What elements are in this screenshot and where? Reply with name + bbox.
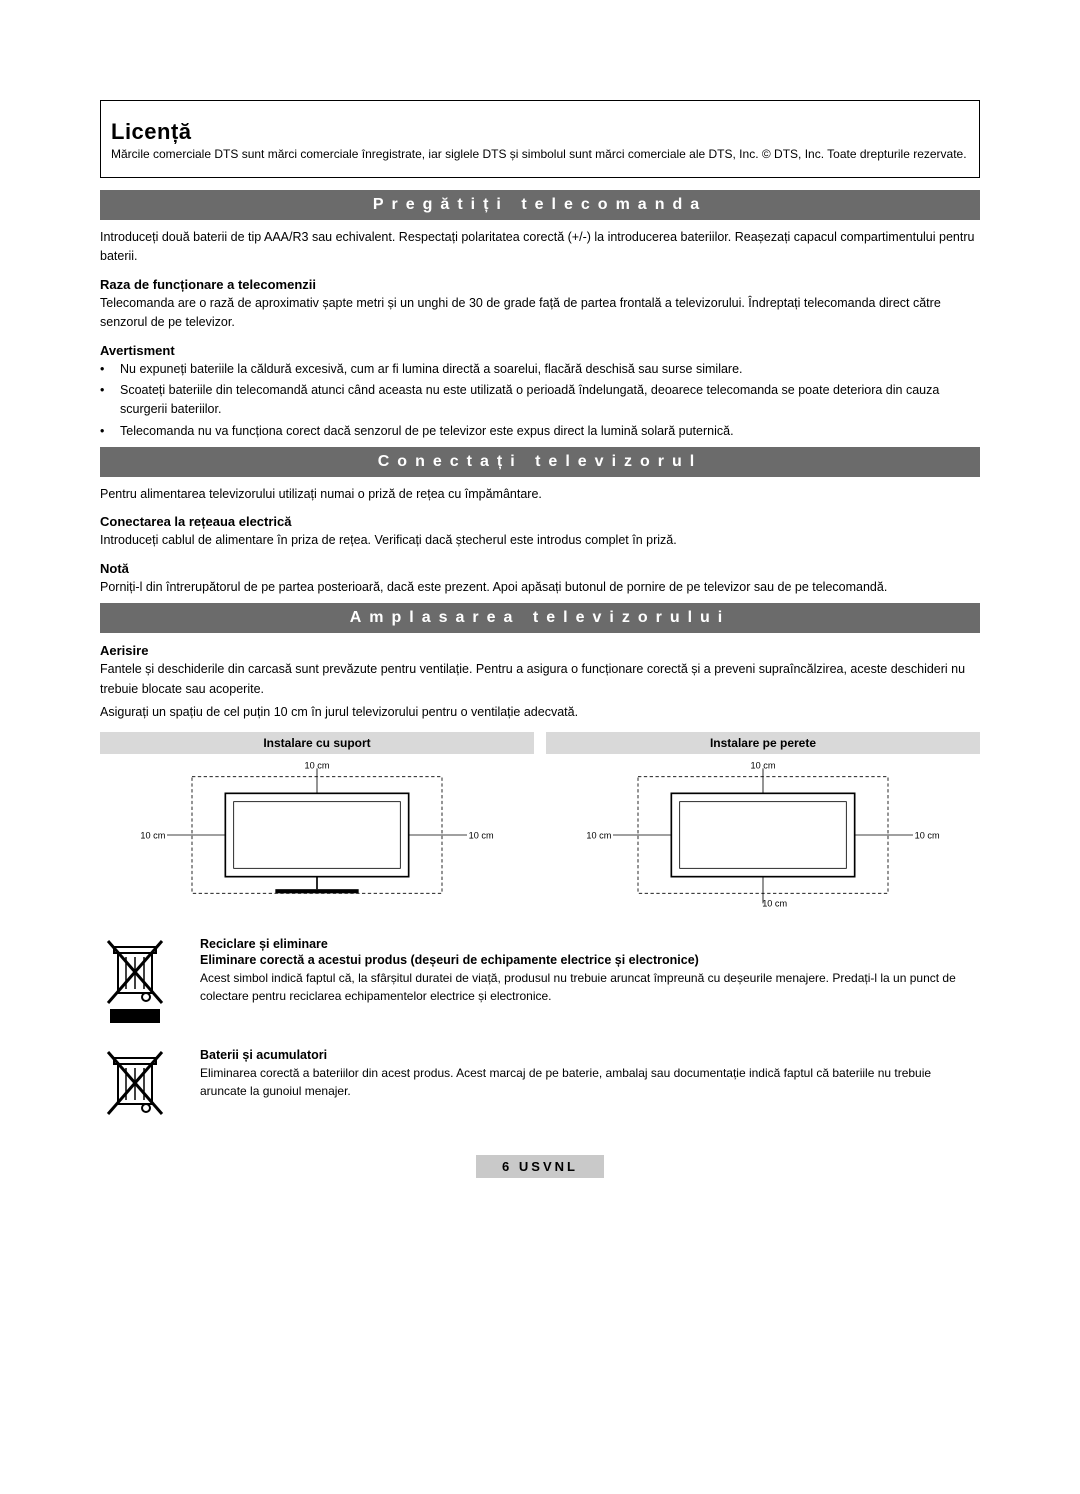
remote-range-heading: Raza de funcționare a telecomenzii [100, 277, 980, 292]
wheelie-bin-crossed-icon [100, 937, 170, 1027]
warn-text: Nu expuneți bateriile la căldură excesiv… [120, 360, 743, 379]
disposal-tv-line1: Eliminare corectă a acestui produs (deșe… [200, 953, 980, 967]
label-top: 10 cm [751, 761, 776, 771]
disposal-batt-block: Baterii și acumulatori Eliminarea corect… [100, 1048, 980, 1121]
remote-range-text: Telecomanda are o rază de aproximativ șa… [100, 294, 980, 333]
label-bottom: 10 cm [762, 899, 787, 909]
label-right: 10 cm [469, 831, 494, 841]
label-left: 10 cm [140, 831, 165, 841]
disposal-batt-title: Baterii și acumulatori [200, 1048, 980, 1062]
warn-bullet: •Telecomanda nu va funcționa corect dacă… [100, 422, 980, 441]
wheelie-bin-crossed-icon [100, 1048, 170, 1118]
diagram-row: Instalare cu suport 10 cm 10 cm [100, 732, 980, 919]
diagram-stand-caption: Instalare cu suport [100, 732, 534, 754]
diagram-wall: Instalare pe perete 10 cm 10 cm 10 cm 10… [546, 732, 980, 919]
vent-heading: Aerisire [100, 643, 980, 658]
label-left: 10 cm [586, 831, 611, 841]
remote-lead: Introduceți două baterii de tip AAA/R3 s… [100, 228, 980, 267]
warn-bullet: •Scoateți bateriile din telecomandă atun… [100, 381, 980, 420]
connect-note-text: Porniți-l din întrerupătorul de pe parte… [100, 578, 980, 597]
remote-warn-heading: Avertisment [100, 343, 980, 358]
diagram-stand: Instalare cu suport 10 cm 10 cm [100, 732, 534, 919]
connect-power-heading: Conectarea la rețeaua electrică [100, 514, 980, 529]
tv-stand-icon: 10 cm 10 cm 10 cm [100, 760, 534, 910]
warn-text: Scoateți bateriile din telecomandă atunc… [120, 381, 980, 420]
label-top: 10 cm [305, 761, 330, 771]
disposal-tv-title: Reciclare și eliminare [200, 937, 980, 951]
connect-power-text: Introduceți cablul de alimentare în priz… [100, 531, 980, 550]
title-sub: Mărcile comerciale DTS sunt mărci comerc… [111, 147, 969, 161]
title-box: Licență Mărcile comerciale DTS sunt mărc… [100, 100, 980, 178]
diagram-wall-caption: Instalare pe perete [546, 732, 980, 754]
section-header-connect: Conectați televizorul [100, 447, 980, 477]
disposal-tv-block: Reciclare și eliminare Eliminare corectă… [100, 937, 980, 1030]
label-right: 10 cm [915, 831, 940, 841]
vent-text-2: Asigurați un spațiu de cel puțin 10 cm î… [100, 703, 980, 722]
warn-text: Telecomanda nu va funcționa corect dacă … [120, 422, 734, 441]
section-header-remote: Pregătiți telecomanda [100, 190, 980, 220]
disposal-tv-line2: Acest simbol indică faptul că, la sfârși… [200, 969, 980, 1005]
title-main: Licență [111, 119, 969, 145]
disposal-batt-line1: Eliminarea corectă a bateriilor din aces… [200, 1064, 980, 1100]
warn-bullet: •Nu expuneți bateriile la căldură excesi… [100, 360, 980, 379]
footer: 6 USVNL [100, 1155, 980, 1178]
tv-wall-icon: 10 cm 10 cm 10 cm 10 cm [546, 760, 980, 910]
vent-text-1: Fantele și deschiderile din carcasă sunt… [100, 660, 980, 699]
page-number: 6 USVNL [476, 1155, 604, 1178]
connect-p1: Pentru alimentarea televizorului utiliza… [100, 485, 980, 504]
connect-note-heading: Notă [100, 561, 980, 576]
section-header-placement: Amplasarea televizorului [100, 603, 980, 633]
